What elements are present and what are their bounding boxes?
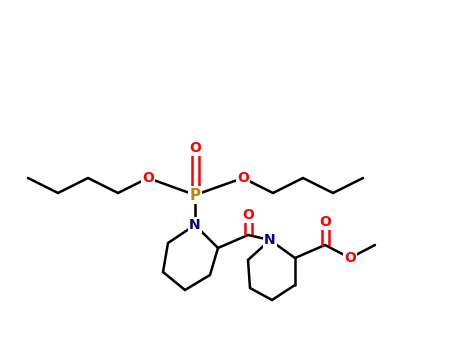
Text: N: N bbox=[264, 233, 276, 247]
Text: O: O bbox=[189, 141, 201, 155]
Text: O: O bbox=[344, 251, 356, 265]
Text: O: O bbox=[142, 171, 154, 185]
Text: O: O bbox=[242, 208, 254, 222]
Text: O: O bbox=[319, 215, 331, 229]
Text: N: N bbox=[189, 218, 201, 232]
Text: O: O bbox=[237, 171, 249, 185]
Text: P: P bbox=[189, 188, 201, 203]
